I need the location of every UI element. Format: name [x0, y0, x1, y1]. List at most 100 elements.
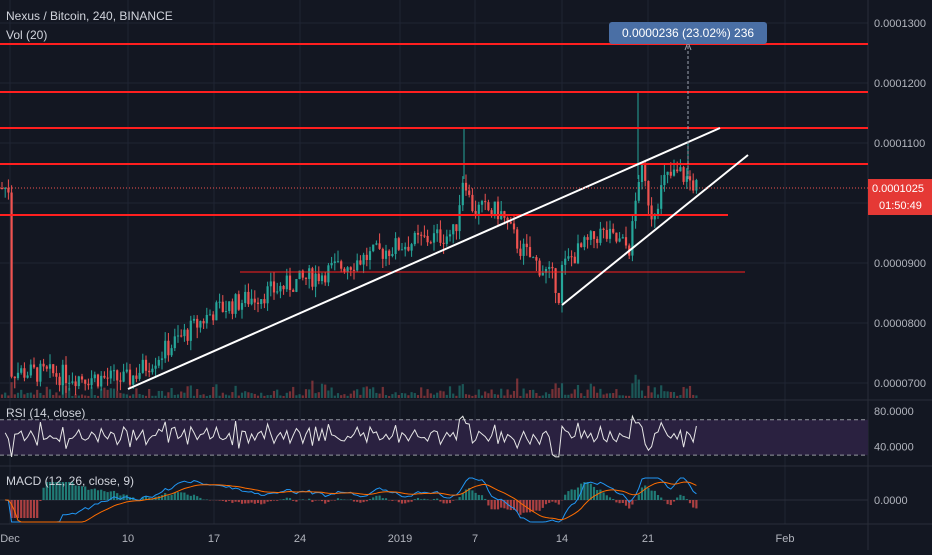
macd-bar	[295, 500, 297, 502]
candle-body	[398, 238, 400, 250]
candle-body	[331, 263, 333, 265]
volume-bar	[446, 395, 448, 398]
macd-bar	[375, 496, 377, 500]
candle-body	[638, 182, 640, 201]
volume-bar	[647, 386, 649, 398]
volume-bar	[596, 393, 598, 398]
candle-body	[465, 183, 467, 191]
volume-bar	[603, 395, 605, 398]
volume-bar	[583, 396, 585, 398]
volume-bar	[231, 392, 233, 398]
macd-bar	[235, 500, 237, 502]
volume-bar	[503, 396, 505, 398]
candle-body	[68, 383, 70, 384]
macd-bar	[494, 500, 496, 509]
volume-bar	[46, 387, 48, 398]
macd-bar	[612, 499, 614, 500]
volume-bar	[590, 384, 592, 398]
candle-body	[599, 229, 601, 243]
volume-bar	[212, 387, 214, 398]
macd-bar	[407, 500, 409, 502]
macd-bar	[33, 500, 35, 518]
macd-bar	[692, 500, 694, 508]
volume-bar	[103, 388, 105, 398]
candle-body	[510, 222, 512, 224]
macd-bar	[116, 493, 118, 500]
volume-bar	[363, 387, 365, 398]
volume-bar	[663, 391, 665, 398]
x-tick-label-8: Feb	[776, 533, 795, 545]
rsi-label[interactable]: RSI (14, close)	[6, 406, 85, 420]
macd-bar	[187, 495, 189, 500]
candle-body	[276, 291, 278, 292]
macd-bar	[267, 500, 269, 502]
macd-bar	[276, 500, 278, 501]
volume-bar	[651, 392, 653, 398]
macd-bar	[545, 500, 547, 504]
rsi-tick-label-0: 80.0000	[874, 406, 914, 418]
candle-body	[142, 360, 144, 373]
candle-body	[1, 188, 3, 189]
volume-bar	[580, 393, 582, 398]
volume-bar	[622, 395, 624, 398]
candle-body	[267, 286, 269, 303]
macd-bar	[449, 500, 451, 503]
macd-label[interactable]: MACD (12, 26, close, 9)	[6, 474, 134, 488]
volume-label[interactable]: Vol (20)	[6, 28, 47, 42]
macd-bar	[167, 495, 169, 500]
macd-bar	[647, 488, 649, 500]
candle-body	[4, 188, 6, 189]
candle-body	[222, 302, 224, 312]
x-tick-label-0: Dec	[0, 533, 20, 545]
candle-body	[164, 341, 166, 359]
candle-body	[337, 261, 339, 262]
macd-bar	[670, 500, 672, 505]
volume-bar	[468, 395, 470, 398]
volume-bar	[119, 393, 121, 398]
candle-body	[113, 370, 115, 371]
macd-bar	[337, 498, 339, 500]
macd-bar	[622, 500, 624, 503]
volume-bar	[644, 396, 646, 398]
candle-body	[375, 243, 377, 244]
macd-bar	[593, 487, 595, 500]
volume-bar	[411, 392, 413, 398]
macd-bar	[379, 496, 381, 500]
macd-bar	[478, 495, 480, 500]
candle-body	[110, 371, 112, 379]
volume-bar	[660, 385, 662, 398]
macd-bar	[164, 493, 166, 500]
candle-body	[446, 236, 448, 243]
candle-body	[215, 302, 217, 320]
volume-bar	[209, 395, 211, 398]
volume-bar	[679, 395, 681, 398]
volume-bar	[238, 396, 240, 398]
volume-bar	[292, 387, 294, 398]
y-tick-label-1: 0.0001200	[874, 78, 926, 90]
macd-bar	[641, 487, 643, 500]
candle-body	[663, 175, 665, 185]
volume-bar	[356, 389, 358, 398]
macd-bar	[81, 486, 83, 500]
symbol-title[interactable]: Nexus / Bitcoin, 240, BINANCE	[6, 9, 173, 23]
volume-bar	[526, 394, 528, 398]
macd-bar	[439, 500, 441, 501]
candle-body	[401, 249, 403, 250]
y-tick-label-5: 0.0000800	[874, 318, 926, 330]
candle-body	[273, 281, 275, 292]
volume-bar	[443, 391, 445, 398]
volume-bar	[539, 396, 541, 398]
volume-bar	[433, 395, 435, 398]
macd-bar	[689, 500, 691, 503]
candle-body	[180, 335, 182, 336]
macd-bar	[548, 500, 550, 503]
candle-body	[97, 375, 99, 387]
macd-bar	[283, 499, 285, 500]
macd-bar	[100, 490, 102, 500]
candle-body	[295, 279, 297, 292]
candle-body	[193, 319, 195, 321]
price-badge-value: 0.0001025	[872, 183, 924, 195]
candle-body	[36, 367, 38, 381]
volume-bar	[30, 393, 32, 398]
